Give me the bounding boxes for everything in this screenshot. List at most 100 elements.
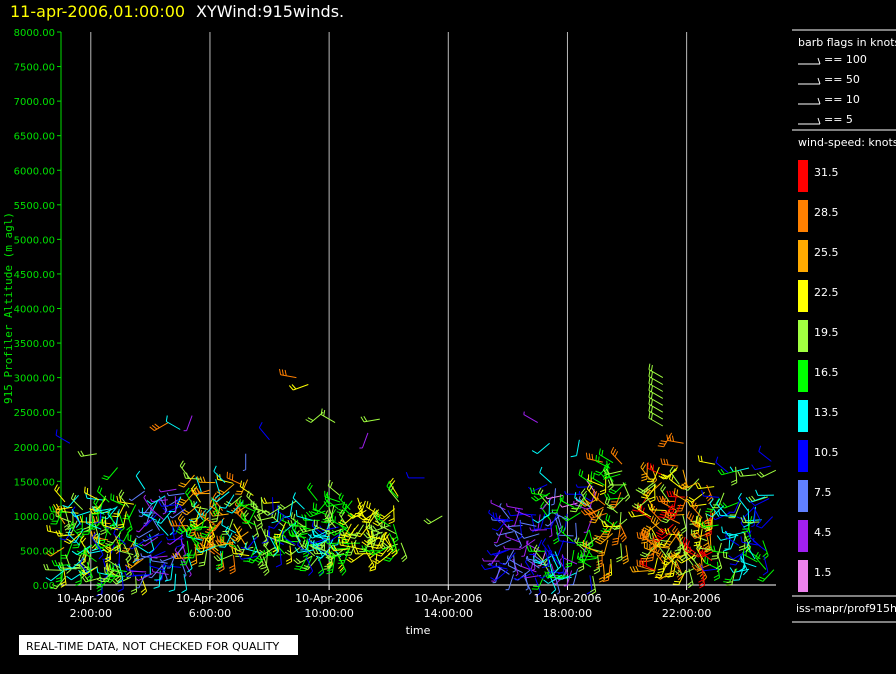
wind-barb-162 [163,562,182,568]
wind-barb-118 [117,563,124,584]
wind-barb-129 [75,567,82,586]
wind-barb-630 [543,499,551,518]
wind-barb-274 [219,494,235,509]
wind-barb-869 [712,512,730,521]
wind-barb-125 [62,494,79,508]
color-scale-label-1: 28.5 [814,206,839,219]
wind-barb-265 [185,487,195,507]
wind-barb-650 [599,476,607,496]
x-tick-date-3: 10-Apr-2006 [414,592,482,605]
barb-legend-label-0: == 100 [824,53,867,66]
wind-barb-494 [526,540,542,552]
wind-barb-529 [521,533,540,539]
wind-barb-545 [524,558,535,576]
wind-barb-255 [231,547,250,557]
wind-barb-450 [400,542,408,563]
wind-barb-807 [673,488,689,503]
wind-barb-150 [166,536,184,541]
wind-barb-871 [713,561,720,581]
header-datetime: 11-apr-2006,01:00:00 [10,2,185,21]
wind-barb-486 [357,501,367,521]
color-swatch-5 [798,360,808,392]
wind-barb-459 [329,526,349,536]
y-tick-label-11: 5500.00 [14,201,55,212]
wind-barb-893 [360,415,380,423]
wind-barb-69 [55,530,75,537]
wind-barb-291 [213,465,226,484]
wind-barb-788 [661,553,679,566]
wind-barb-381 [294,547,314,553]
wind-barb-536 [499,503,510,519]
wind-barb-76 [123,543,132,564]
wind-barb-863 [701,490,720,498]
wind-barb-803 [658,469,677,480]
wind-barb-633 [550,554,559,574]
wind-barb-891 [320,408,336,424]
wind-barb-194 [182,560,192,578]
wind-barb-489 [388,505,395,525]
wind-barb-171 [180,560,187,578]
wind-barb-266 [221,518,234,535]
wind-barb-767 [684,544,700,558]
wind-barb-173 [149,554,168,559]
wind-barb-732 [649,483,656,503]
color-scale-label-6: 13.5 [814,406,839,419]
wind-barb-92 [70,511,91,518]
wind-barb-205 [148,565,163,579]
color-scale-label-0: 31.5 [814,166,839,179]
wind-barb-758 [631,497,650,509]
wind-barb-845 [737,470,757,477]
wind-barb-739 [655,523,674,536]
wind-barb-600 [589,575,597,596]
wind-barb-533 [524,572,529,591]
x-tick-time-4: 18:00:00 [543,607,592,620]
wind-barb-163 [158,488,177,493]
wind-barb-94 [69,520,82,539]
wind-barb-340 [307,482,318,501]
wind-barb-512 [526,555,544,563]
wind-barb-423 [338,492,351,510]
wind-barb-842 [710,545,729,554]
wind-barb-896 [523,411,538,424]
wind-barb-820 [757,569,775,582]
wind-barb-215 [186,552,193,573]
wind-barb-734 [672,569,687,585]
wind-barb-73 [50,575,67,590]
wind-barb-548 [491,518,509,532]
wind-barb-575 [557,534,576,544]
wind-barb-616 [587,529,594,550]
wind-barb-77 [55,564,64,583]
wind-barb-605 [552,540,565,556]
wind-barb-299 [195,546,216,554]
wind-barb-608 [565,550,575,568]
wind-barb-604 [532,512,552,524]
wind-barb-203 [172,496,177,514]
wind-barb-643 [592,489,606,506]
wind-barb-403 [292,522,306,540]
wind-barb-177 [136,519,151,533]
wind-barb-681 [622,482,631,502]
wind-barb-617 [543,574,563,584]
wind-barb-793 [637,483,656,495]
wind-barb-516 [511,510,520,527]
wind-barb-687 [587,511,607,519]
wind-barb-724 [649,535,657,555]
wind-barb-252 [236,525,246,545]
wind-barb-518 [505,574,514,591]
color-swatch-10 [798,560,808,592]
wind-barb-540 [512,554,516,573]
wind-barb-645 [598,563,606,583]
wind-barb-283 [199,524,216,538]
wind-barb-867 [724,530,745,537]
wind-barb-866 [746,540,756,560]
wind-barb-410 [307,530,328,539]
wind-barb-900 [666,434,684,444]
wind-barb-554 [539,466,552,484]
wind-barb-846 [741,515,753,533]
color-scale-title: wind-speed: knots [798,136,896,149]
wind-barb-890 [305,411,324,423]
wind-barb-296 [226,471,242,485]
footer-path: iss-mapr/prof915h [796,602,896,615]
wind-barb-373 [264,529,280,542]
